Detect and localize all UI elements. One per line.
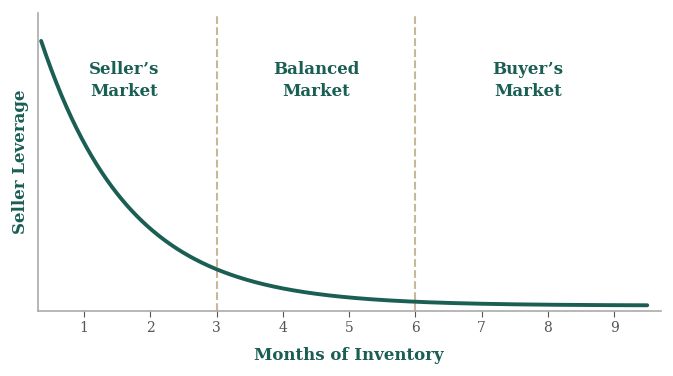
Text: Buyer’s
Market: Buyer’s Market	[493, 61, 563, 100]
Text: Balanced
Market: Balanced Market	[273, 61, 359, 100]
Y-axis label: Seller Leverage: Seller Leverage	[13, 89, 30, 234]
Text: Seller’s
Market: Seller’s Market	[89, 61, 159, 100]
X-axis label: Months of Inventory: Months of Inventory	[254, 347, 444, 364]
